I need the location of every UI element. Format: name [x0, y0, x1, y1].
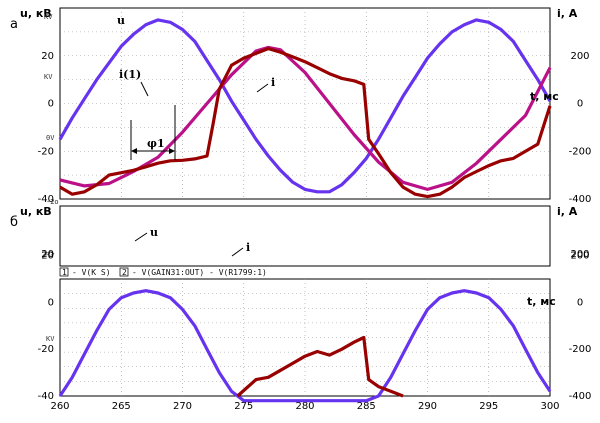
panel-a: а u, кВ i, A KV KV 0V -2o 200-20-402000-… — [10, 7, 591, 206]
y-left-tick-label: 0 — [48, 297, 54, 308]
panel-b-grid — [60, 279, 550, 396]
legend-box-1 — [59, 267, 69, 277]
series-line-u — [58, 18, 552, 194]
upper-left-tick-label: 20 — [41, 249, 54, 260]
x-tick-label: 300 — [540, 401, 559, 412]
panel-a-annotation-i1: i(1) — [119, 68, 141, 81]
phi-arrow-head-right — [169, 148, 175, 154]
y-left-tick-label: -40 — [38, 391, 54, 402]
panel-a-y-left-title: u, кВ — [20, 7, 52, 20]
series-line-u — [58, 289, 552, 403]
y-right-tick-label: 200 — [570, 51, 589, 62]
y-right-tick-label: -200 — [569, 344, 592, 355]
panel-a-series — [58, 18, 552, 199]
panel-b-i-leader — [231, 247, 244, 257]
panel-b-label: б — [10, 215, 18, 230]
panel-a-neg2o-mark: -2o — [46, 198, 59, 206]
panel-b-kv-mark: KV — [46, 335, 55, 343]
panel-a-annotation-i: i — [271, 76, 275, 89]
panel-a-label: а — [10, 17, 18, 32]
panel-b-upper-ticks: 20 200 — [41, 249, 589, 260]
panel-a-t-label: t, мс — [530, 90, 559, 103]
y-right-tick-label: 0 — [577, 99, 583, 110]
legend-box-2 — [119, 267, 129, 277]
panel-b-t-label: t, мс — [527, 295, 556, 308]
x-tick-label: 265 — [112, 401, 131, 412]
upper-right-tick-label: 200 — [570, 249, 589, 260]
y-left-tick-label: 0 — [48, 99, 54, 110]
panel-b-y-left-title: u, кВ — [20, 205, 52, 218]
y-right-tick-label: 200 — [570, 251, 589, 262]
y-right-tick-label: -400 — [569, 391, 592, 402]
panel-b-u-leader — [134, 232, 148, 242]
x-tick-label: 290 — [418, 401, 437, 412]
y-left-tick-label: 20 — [41, 51, 54, 62]
panel-b-annotation-u: u — [150, 226, 158, 239]
y-right-tick-label: -200 — [569, 146, 592, 157]
panel-b-upper-area — [59, 205, 551, 267]
legend-text-1: - V(K S) — [72, 268, 111, 277]
y-left-tick-label: -40 — [38, 194, 54, 205]
panel-b-y-right-title: i, A — [557, 205, 578, 218]
y-left-tick-label: -20 — [38, 146, 54, 157]
series-line-2 — [59, 46, 552, 199]
legend-box-1-label: 1 — [62, 268, 67, 277]
panel-a-0v-mark: 0V — [46, 134, 55, 142]
series-line-1 — [236, 335, 404, 398]
legend-text-2: - V(GAIN31:OUT) - V(R1799:1) — [132, 268, 267, 277]
panel-b-arrows-mark: >> — [46, 250, 54, 258]
i-leader — [256, 83, 269, 93]
x-tick-label: 270 — [173, 401, 192, 412]
panel-a-y-right-title: i, A — [557, 7, 578, 20]
x-tick-label: 275 — [234, 401, 253, 412]
series-line-i — [59, 45, 552, 191]
panel-a-annotation-u: u — [117, 14, 125, 27]
panel-a-grid — [60, 8, 550, 199]
panel-b-annotation-i: i — [246, 241, 250, 254]
y-right-tick-label: -400 — [569, 194, 592, 205]
y-right-tick-label: 0 — [577, 297, 583, 308]
y-left-tick-label: 20 — [41, 251, 54, 262]
phi-arrow-head-left — [131, 148, 137, 154]
x-tick-label: 280 — [295, 401, 314, 412]
i1-leader — [140, 81, 149, 97]
panel-a-kv-mid: KV — [44, 73, 53, 81]
x-tick-label: 260 — [50, 401, 69, 412]
panel-b-series — [58, 289, 552, 403]
legend-box-2-label: 2 — [122, 268, 127, 277]
panel-a-annotation-phi: φ1 — [147, 137, 165, 150]
panel-b: б u, кВ i, A >> KV u i 1 - V(K S) 2 - V(… — [10, 205, 591, 412]
panel-a-kv-top: KV — [44, 13, 53, 21]
x-tick-label: 295 — [479, 401, 498, 412]
legend: 1 - V(K S) 2 - V(GAIN31:OUT) - V(R1799:1… — [59, 267, 267, 277]
x-tick-label: 285 — [357, 401, 376, 412]
y-left-tick-label: -20 — [38, 344, 54, 355]
